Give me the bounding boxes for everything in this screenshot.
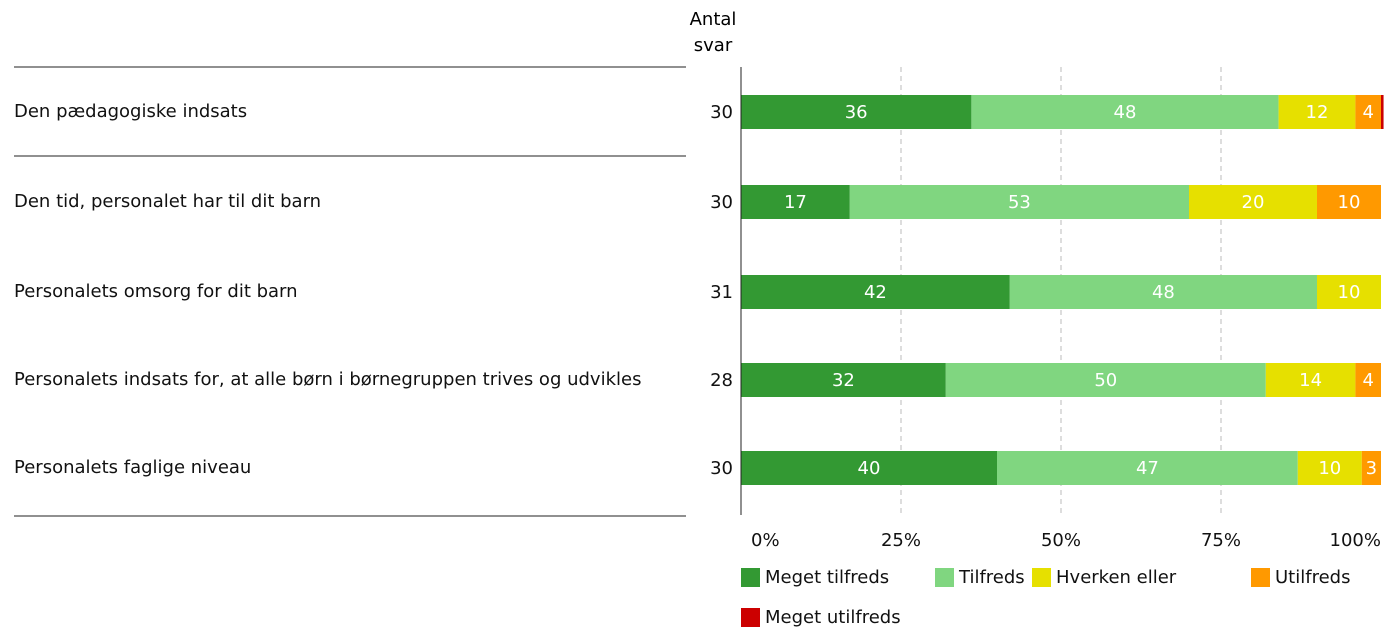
- legend-swatch: [1251, 568, 1270, 587]
- bar-segment: [1361, 451, 1381, 485]
- bar-segment: [741, 185, 850, 219]
- category-label: Den tid, personalet har til dit barn: [14, 191, 322, 212]
- data-label: 10: [1338, 282, 1361, 303]
- bar-segment: [1278, 95, 1356, 129]
- count-label: 31: [710, 282, 733, 303]
- data-label: 36: [845, 102, 868, 123]
- bar-segment: [741, 275, 1010, 309]
- bar-segment: [1381, 95, 1384, 129]
- x-tick-label: 75%: [1201, 530, 1241, 551]
- bar-segment: [1355, 95, 1381, 129]
- legend-label: Tilfreds: [958, 567, 1025, 588]
- bar-segment: [1297, 451, 1362, 485]
- count-label: 30: [710, 192, 733, 213]
- x-tick-label: 25%: [881, 530, 921, 551]
- legend-swatch: [1032, 568, 1051, 587]
- legend-label: Hverken eller: [1056, 567, 1177, 588]
- category-label: Den pædagogiske indsats: [14, 101, 248, 122]
- count-label: 30: [710, 458, 733, 479]
- bar-segment: [971, 95, 1279, 129]
- legend-swatch: [741, 568, 760, 587]
- data-label: 47: [1136, 458, 1159, 479]
- x-tick-label: 0%: [751, 530, 780, 551]
- bars: [741, 95, 1384, 485]
- count-header: svar: [694, 35, 733, 56]
- bar-segment: [741, 95, 972, 129]
- data-label: 14: [1299, 370, 1322, 391]
- data-label: 17: [784, 192, 807, 213]
- bar-segment: [741, 451, 997, 485]
- count-header: Antal: [690, 9, 737, 30]
- data-label: 50: [1094, 370, 1117, 391]
- legend-label: Utilfreds: [1275, 567, 1350, 588]
- bar-segment: [1355, 363, 1381, 397]
- bar-segment: [997, 451, 1298, 485]
- count-label: 28: [710, 370, 733, 391]
- data-label: 4: [1362, 102, 1373, 123]
- bar-segment: [1265, 363, 1356, 397]
- data-label: 12: [1306, 102, 1329, 123]
- bar-segment: [1009, 275, 1317, 309]
- bar-segment: [1317, 275, 1381, 309]
- data-label: 42: [864, 282, 887, 303]
- legend-label: Meget tilfreds: [765, 567, 889, 588]
- category-label: Personalets indsats for, at alle børn i …: [14, 369, 642, 390]
- x-tick-label: 100%: [1330, 530, 1381, 551]
- legend-swatch: [741, 608, 760, 627]
- data-label: 32: [832, 370, 855, 391]
- data-label: 53: [1008, 192, 1031, 213]
- data-label: 10: [1338, 192, 1361, 213]
- bar-segment: [849, 185, 1189, 219]
- data-label: 20: [1242, 192, 1265, 213]
- category-label: Personalets faglige niveau: [14, 457, 252, 478]
- category-label: Personalets omsorg for dit barn: [14, 281, 298, 302]
- legend-swatch: [935, 568, 954, 587]
- bar-segment: [1317, 185, 1381, 219]
- data-label: 48: [1114, 102, 1137, 123]
- bar-segment: [1189, 185, 1317, 219]
- legend-label: Meget utilfreds: [765, 607, 901, 628]
- count-label: 30: [710, 102, 733, 123]
- data-label: 3: [1366, 458, 1377, 479]
- bar-segment: [945, 363, 1266, 397]
- data-label: 4: [1362, 370, 1373, 391]
- x-tick-label: 50%: [1041, 530, 1081, 551]
- data-label: 48: [1152, 282, 1175, 303]
- bar-segment: [741, 363, 946, 397]
- data-label: 10: [1318, 458, 1341, 479]
- data-label: 40: [858, 458, 881, 479]
